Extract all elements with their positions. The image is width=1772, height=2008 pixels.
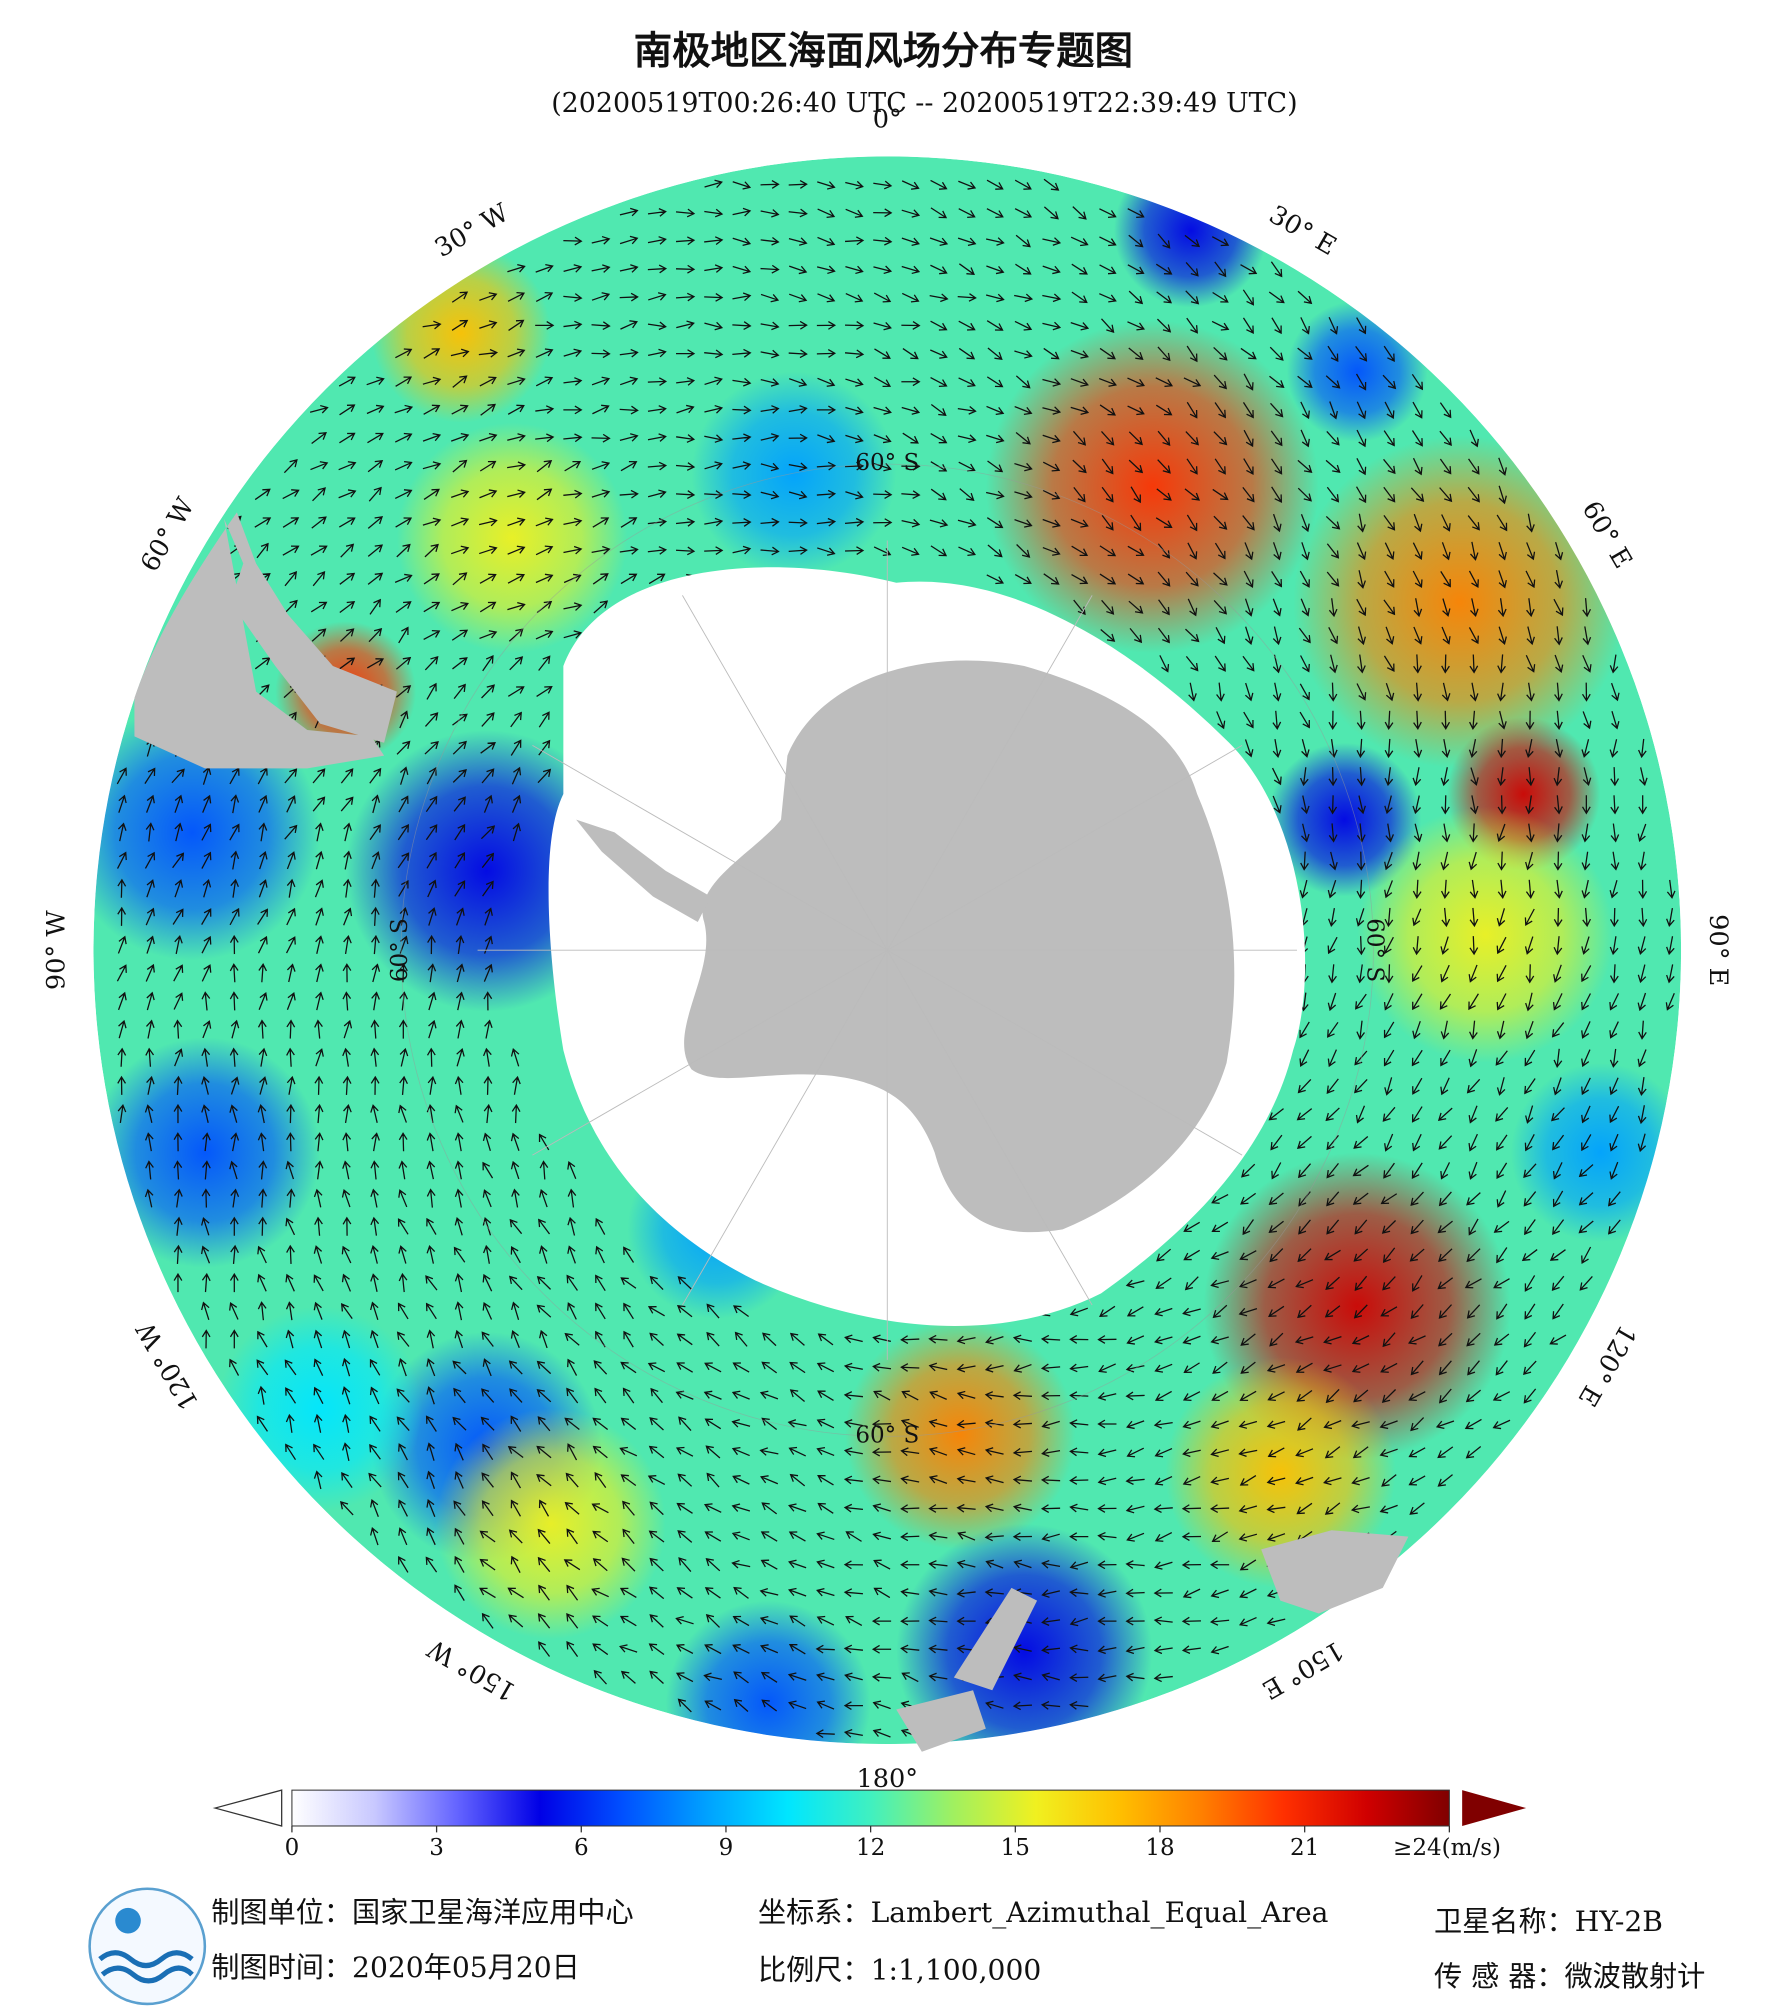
footer-scale: 比例尺：1:1,100,000: [758, 1953, 1041, 1986]
meridian: [532, 949, 888, 1156]
wind-speed-blob: [217, 1306, 423, 1512]
colorbar-scale: [291, 1789, 1450, 1827]
lon-label: 90° E: [1703, 914, 1733, 986]
lon-label: 30° E: [1264, 200, 1342, 262]
wind-speed-blob: [371, 243, 551, 423]
parallel: [400, 463, 1374, 1437]
wind-speed-blob: [1293, 435, 1627, 769]
lat-label: 60° S: [855, 450, 919, 476]
wind-speed-blob: [435, 1408, 666, 1640]
wind-speed-blob: [845, 1318, 1076, 1550]
colorbar-tick-label: 9: [719, 1835, 734, 1861]
meridian: [887, 949, 1243, 1156]
lon-label: 60° W: [135, 492, 201, 577]
lat-label: 60° S: [855, 1422, 919, 1448]
colorbar-over: [1462, 1790, 1527, 1826]
lon-label: 30° W: [430, 198, 515, 264]
wind-speed-blob: [1113, 156, 1268, 308]
lon-label: 180°: [856, 1764, 918, 1794]
colorbar-tick-label: 21: [1290, 1835, 1319, 1861]
colorbar-tick-label: ≥24(m/s): [1393, 1835, 1501, 1861]
colorbar-tick-label: 12: [856, 1835, 885, 1861]
colorbar-under: [212, 1789, 283, 1827]
wind-speed-blob: [1510, 1062, 1682, 1243]
antarctica: [684, 660, 1235, 1233]
colorbar-tick-label: 3: [429, 1835, 444, 1861]
new-zealand: [896, 1587, 1038, 1752]
wind-field: [93, 156, 1682, 1745]
wind-speed-blob: [691, 371, 897, 577]
south-america: [134, 512, 397, 769]
meridian: [682, 595, 888, 951]
wind-speed-blob: [985, 320, 1319, 654]
footer-unit: 制图单位：国家卫星海洋应用中心: [211, 1896, 633, 1929]
colorbar-tick-label: 18: [1145, 1835, 1174, 1861]
graticule: [400, 463, 1374, 1437]
meridian: [886, 595, 1093, 951]
meridian: [532, 744, 888, 951]
subtitle: (20200519T00:26:40 UTC -- 20200519T22:39…: [551, 88, 1297, 119]
colorbar: 0 3 6 9 12 15 18 21 ≥24(m/s): [212, 1789, 1527, 1861]
wind-speed-blob: [1286, 301, 1428, 442]
meridian: [887, 744, 1243, 951]
wind-speed-blob: [665, 1600, 871, 1745]
wind-speed-blob: [396, 422, 628, 654]
title: 南极地区海面风场分布专题图: [634, 29, 1133, 74]
logo: [88, 1887, 207, 2006]
land: [134, 512, 1409, 1752]
wind-speed-blob: [1357, 806, 1614, 1063]
wind-speed-blob: [93, 1037, 321, 1268]
lat-label: 60° S: [387, 918, 413, 982]
footer-sensor: 传 感 器：微波散射计: [1434, 1960, 1705, 1993]
footer-date: 制图时间：2020年05月20日: [211, 1951, 580, 1984]
lon-label: 90° W: [42, 910, 72, 990]
colorbar-tick-label: 0: [285, 1835, 300, 1861]
footer-crs: 坐标系：Lambert_Azimuthal_Equal_Area: [758, 1896, 1329, 1929]
meridian: [886, 950, 1093, 1306]
meridian: [682, 950, 888, 1306]
wind-speed-blob: [1165, 1357, 1396, 1588]
colorbar-tick-label: 15: [1001, 1835, 1030, 1861]
colorbar-tick-label: 6: [574, 1835, 589, 1861]
lon-label: 60° E: [1576, 496, 1638, 574]
lon-label: 0°: [873, 105, 902, 135]
lat-label: 60° S: [1361, 918, 1387, 982]
australia: [1261, 1530, 1409, 1614]
peninsula: [576, 819, 711, 923]
footer-satellite: 卫星名称：HY-2B: [1434, 1905, 1663, 1938]
